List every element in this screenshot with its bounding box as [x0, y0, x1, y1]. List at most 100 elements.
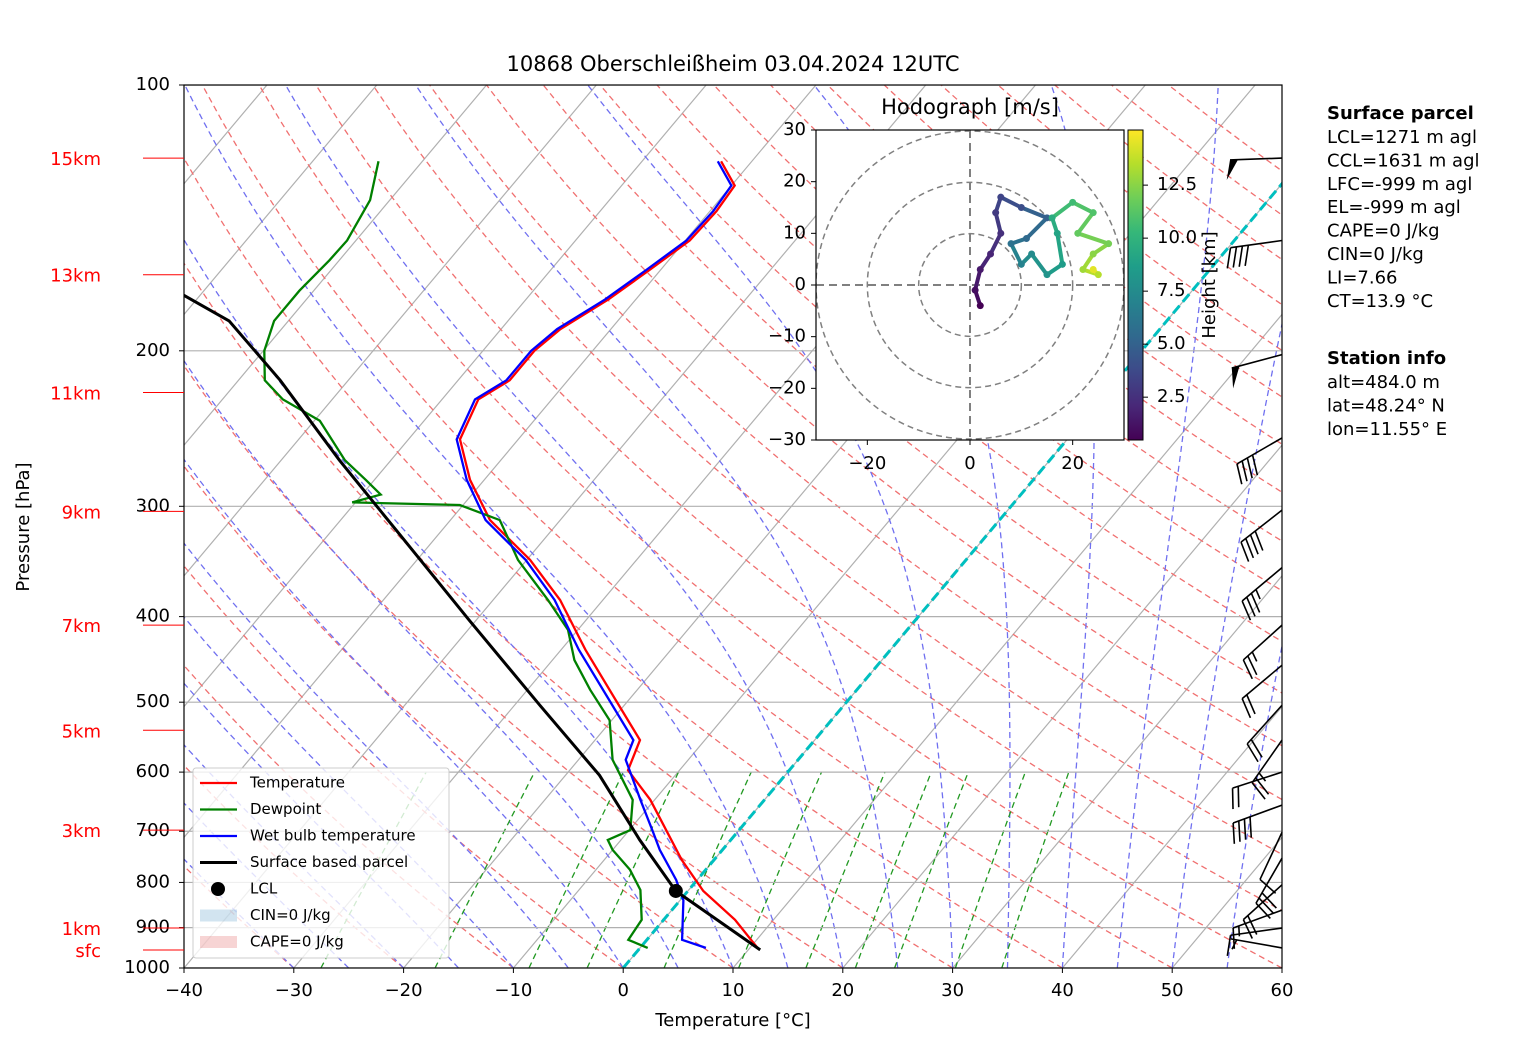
hodograph-point: [987, 250, 995, 258]
hodograph-point: [1048, 214, 1056, 222]
y-tick-label: 300: [136, 495, 170, 516]
hodograph-point: [1007, 240, 1015, 248]
legend-label: Surface based parcel: [250, 853, 408, 871]
y-axis-label: Pressure [hPa]: [13, 462, 34, 591]
barb-full: [1249, 534, 1259, 555]
dry-adiabat: [184, 465, 734, 968]
barb-full: [1250, 739, 1263, 758]
height-label: 15km: [50, 149, 101, 170]
legend-swatch: [211, 882, 225, 896]
legend-label: CIN=0 J/kg: [250, 906, 331, 924]
hodograph-point: [1089, 266, 1097, 273]
isotherm-grid-line: [732, 313, 1282, 968]
x-tick-label: −20: [385, 980, 423, 1001]
dry-adiabat: [315, 85, 1282, 912]
dry-adiabat: [770, 85, 1282, 493]
parcel-info-line: EL=-999 m agl: [1327, 197, 1461, 218]
legend-label: CAPE=0 J/kg: [250, 933, 344, 951]
isotherm: [184, 85, 487, 447]
wind-barb: [1232, 804, 1283, 844]
station-info-line: lon=11.55° E: [1327, 419, 1447, 440]
moist-adiabat: [184, 542, 569, 968]
isotherm: [184, 85, 597, 577]
station-info-line: alt=484.0 m: [1327, 372, 1440, 393]
moist-adiabat: [184, 85, 789, 968]
hodograph-point: [976, 302, 984, 310]
barb-staff: [1232, 771, 1283, 789]
hodograph-point: [1043, 271, 1051, 279]
y-tick-label: −10: [768, 326, 806, 347]
height-label: 1km: [62, 919, 101, 940]
x-tick-label: −20: [848, 453, 886, 474]
hodograph-point: [971, 286, 979, 294]
barb-staff: [1240, 509, 1283, 543]
hodograph-point: [1094, 271, 1102, 279]
x-tick-label: −40: [165, 980, 203, 1001]
y-tick-label: 900: [136, 917, 170, 938]
hodograph-segment: [1020, 205, 1048, 220]
parcel-info-line: LCL=1271 m agl: [1327, 127, 1477, 148]
wind-barb: [1246, 704, 1283, 763]
hodograph-segment: [1029, 252, 1049, 276]
dry-adiabat: [184, 157, 1063, 968]
y-tick-label: 200: [136, 340, 170, 361]
height-label: 5km: [62, 721, 101, 742]
moist-adiabat: [415, 85, 899, 968]
barb-full: [1240, 541, 1250, 562]
barb-staff: [1241, 664, 1283, 700]
dry-adiabat: [184, 262, 953, 968]
hodograph-segment: [988, 232, 1003, 255]
chart-title: 10868 Oberschleißheim 03.04.2024 12UTC: [507, 52, 960, 76]
wind-barb: [1251, 739, 1283, 800]
barb-full: [1226, 935, 1232, 957]
colorbar-tick-label: 7.5: [1157, 280, 1186, 301]
barb-full: [1246, 694, 1256, 715]
y-tick-label: 600: [136, 761, 170, 782]
moist-adiabat: [1116, 85, 1219, 968]
wind-barb: [1240, 509, 1283, 562]
dry-adiabat: [184, 564, 624, 968]
barb-full: [1232, 246, 1238, 268]
parcel-info-line: CIN=0 J/kg: [1327, 244, 1424, 265]
barb-full: [1241, 460, 1248, 482]
lcl-marker: [668, 883, 683, 898]
barb-full: [1242, 919, 1254, 939]
hodograph-point: [1079, 266, 1087, 273]
barb-staff: [1259, 831, 1283, 880]
barb-full: [1261, 892, 1277, 909]
barb-full: [1244, 245, 1250, 266]
barb-half: [1231, 939, 1238, 950]
moist-adiabat: [184, 615, 514, 968]
hodograph-point: [1053, 229, 1061, 237]
wind-barb: [1230, 938, 1283, 950]
x-tick-label: 50: [1161, 980, 1184, 1001]
isotherm-grid-line: [1061, 705, 1282, 968]
wind-barb: [1226, 157, 1283, 180]
hodograph-segment: [1077, 231, 1110, 246]
hodograph-point: [1105, 240, 1113, 248]
barb-full: [1226, 247, 1232, 269]
hodograph-segment: [993, 212, 1003, 234]
colorbar-tick-label: 12.5: [1157, 174, 1197, 195]
dry-adiabat: [258, 85, 1282, 968]
parcel-info-line: CT=13.9 °C: [1327, 291, 1433, 312]
y-tick-label: −20: [768, 377, 806, 398]
barb-staff: [1232, 909, 1283, 929]
barb-half: [1251, 651, 1258, 662]
legend-label: LCL: [250, 880, 278, 898]
x-tick-label: 40: [1051, 980, 1074, 1001]
barb-staff: [1230, 938, 1283, 949]
barb-full: [1246, 743, 1259, 763]
hodograph-point: [976, 266, 984, 273]
height-label: 11km: [50, 384, 101, 405]
legend-label: Temperature: [249, 774, 345, 792]
moist-adiabat: [184, 682, 459, 968]
isotherm: [184, 85, 378, 316]
hodograph-segment: [1071, 200, 1095, 215]
height-label: 9km: [62, 502, 101, 523]
barb-staff: [1242, 884, 1283, 921]
moist-adiabat: [1226, 643, 1282, 968]
profile-line: [455, 160, 733, 949]
barb-full: [1236, 463, 1243, 485]
x-tick-label: 10: [722, 980, 745, 1001]
